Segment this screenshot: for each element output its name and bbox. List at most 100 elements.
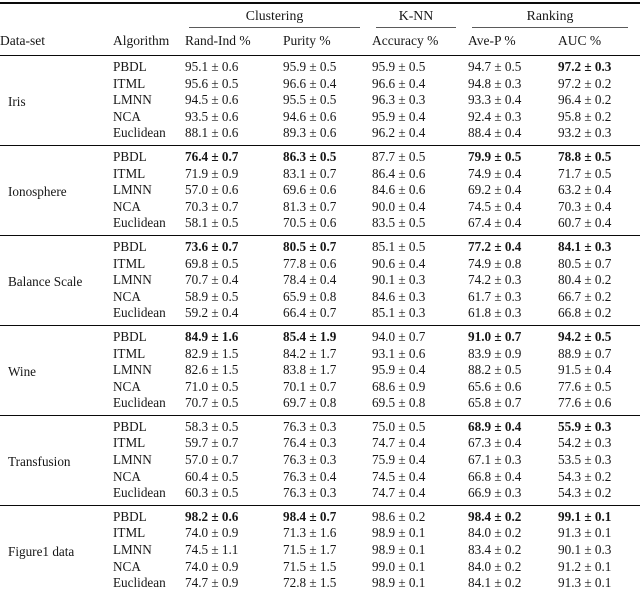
algorithm-cell: ITML (113, 255, 146, 271)
table-row: ITML 74.0 ± 0.9 71.3 ± 1.6 98.9 ± 0.1 84.0 ±… (0, 525, 640, 542)
value-cell: 84.1 ± 0.2 (468, 575, 522, 591)
value-cell: 83.1 ± 0.7 (283, 165, 337, 181)
value-cell: 76.3 ± 0.3 (283, 485, 337, 501)
value-cell: 74.9 ± 0.8 (468, 255, 522, 271)
column-header-accuracy: Accuracy % (372, 28, 468, 56)
value-cell: 83.8 ± 1.7 (283, 362, 337, 378)
value-cell: 74.7 ± 0.4 (372, 435, 426, 451)
value-cell: 58.1 ± 0.5 (185, 215, 239, 231)
value-cell: 82.9 ± 1.5 (185, 345, 239, 361)
algorithm-cell: PBDL (113, 414, 185, 436)
value-cell: 90.1 ± 0.3 (558, 542, 612, 558)
value-cell: 70.7 ± 0.5 (185, 395, 239, 411)
value-cell: 74.0 ± 0.9 (185, 525, 239, 541)
table-row: Euclidean 74.7 ± 0.9 72.8 ± 1.5 98.9 ± 0.1 8… (0, 575, 640, 594)
value-cell: 94.2 ± 0.5 (558, 324, 640, 346)
dataset-cell: Wine (0, 324, 113, 416)
table-row: LMNN 82.6 ± 1.5 83.8 ± 1.7 95.9 ± 0.4 88.2 ±… (0, 362, 640, 379)
table-row: LMNN 94.5 ± 0.6 95.5 ± 0.5 96.3 ± 0.3 93.3 ±… (0, 92, 640, 109)
group-header-ranking-cell: Ranking (468, 3, 640, 28)
value-cell: 86.3 ± 0.5 (283, 144, 372, 166)
value-cell: 84.9 ± 1.6 (185, 324, 283, 346)
table-row: LMNN 74.5 ± 1.1 71.5 ± 1.7 98.9 ± 0.1 83.4 ±… (0, 542, 640, 559)
value-cell: 74.5 ± 0.4 (468, 198, 522, 214)
value-cell: 55.9 ± 0.3 (558, 414, 640, 436)
algorithm-cell: LMNN (113, 92, 152, 108)
value-cell: 80.4 ± 0.2 (558, 272, 612, 288)
table-row: NCA 60.4 ± 0.5 76.3 ± 0.4 74.5 ± 0.4 66.8 ± … (0, 469, 640, 486)
value-cell: 59.7 ± 0.7 (185, 435, 239, 451)
value-cell: 76.3 ± 0.3 (283, 452, 337, 468)
value-cell: 59.2 ± 0.4 (185, 305, 239, 321)
value-cell: 91.3 ± 0.1 (558, 575, 612, 591)
value-cell: 74.0 ± 0.9 (185, 558, 239, 574)
algorithm-cell: NCA (113, 198, 141, 214)
value-cell: 75.9 ± 0.4 (372, 452, 426, 468)
value-cell: 84.2 ± 1.7 (283, 345, 337, 361)
algorithm-cell: NCA (113, 558, 141, 574)
algorithm-cell: Euclidean (113, 305, 166, 321)
value-cell: 81.3 ± 0.7 (283, 198, 337, 214)
value-cell: 58.9 ± 0.5 (185, 288, 239, 304)
value-cell: 87.7 ± 0.5 (372, 144, 468, 166)
algorithm-cell: PBDL (113, 504, 185, 526)
value-cell: 54.3 ± 0.2 (558, 468, 612, 484)
value-cell: 86.4 ± 0.6 (372, 165, 426, 181)
group-header-ranking: Ranking (472, 8, 629, 28)
table-row: LMNN 70.7 ± 0.4 78.4 ± 0.4 90.1 ± 0.3 74.2 ±… (0, 272, 640, 289)
table-row: Euclidean 59.2 ± 0.4 66.4 ± 0.7 85.1 ± 0.3 6… (0, 305, 640, 325)
value-cell: 93.5 ± 0.6 (185, 108, 239, 124)
value-cell: 98.9 ± 0.1 (372, 575, 426, 591)
table-row: Transfusion PBDL 58.3 ± 0.5 76.3 ± 0.3 75.0 … (0, 414, 640, 506)
value-cell: 71.5 ± 1.5 (283, 558, 337, 574)
value-cell: 77.2 ± 0.4 (468, 234, 558, 256)
value-cell: 71.0 ± 0.5 (185, 378, 239, 394)
value-cell: 80.5 ± 0.7 (558, 255, 612, 271)
value-cell: 54.2 ± 0.3 (558, 435, 612, 451)
value-cell: 83.9 ± 0.9 (468, 345, 522, 361)
value-cell: 88.4 ± 0.4 (468, 125, 522, 141)
table-header: Clustering K-NN Ranking Data-set Algorit… (0, 3, 640, 56)
algorithm-cell: ITML (113, 525, 146, 541)
algorithm-cell: LMNN (113, 362, 152, 378)
value-cell: 97.2 ± 0.2 (558, 75, 612, 91)
value-cell: 70.7 ± 0.4 (185, 272, 239, 288)
value-cell: 71.7 ± 0.5 (558, 165, 612, 181)
value-cell: 75.0 ± 0.5 (372, 414, 468, 436)
algorithm-cell: PBDL (113, 59, 147, 74)
value-cell: 74.9 ± 0.4 (468, 165, 522, 181)
table-row: NCA 74.0 ± 0.9 71.5 ± 1.5 99.0 ± 0.1 84.0 ± … (0, 559, 640, 576)
algorithm-cell: Euclidean (113, 485, 166, 501)
column-header-ave-p: Ave-P % (468, 28, 558, 56)
value-cell: 99.0 ± 0.1 (372, 558, 426, 574)
value-cell: 88.9 ± 0.7 (558, 345, 612, 361)
value-cell: 53.5 ± 0.3 (558, 452, 612, 468)
value-cell: 95.9 ± 0.5 (283, 59, 337, 74)
value-cell: 96.4 ± 0.2 (558, 92, 612, 108)
value-cell: 60.7 ± 0.4 (558, 215, 612, 231)
algorithm-cell: NCA (113, 288, 141, 304)
column-header-purity: Purity % (283, 28, 372, 56)
value-cell: 96.3 ± 0.3 (372, 92, 426, 108)
value-cell: 98.4 ± 0.2 (468, 504, 558, 526)
value-cell: 95.6 ± 0.5 (185, 75, 239, 91)
value-cell: 58.3 ± 0.5 (185, 414, 283, 436)
value-cell: 85.1 ± 0.3 (372, 305, 426, 321)
value-cell: 98.9 ± 0.1 (372, 542, 426, 558)
group-header-row: Clustering K-NN Ranking (0, 3, 640, 28)
value-cell: 74.7 ± 0.9 (185, 575, 239, 591)
value-cell: 67.4 ± 0.4 (468, 215, 522, 231)
value-cell: 90.1 ± 0.3 (372, 272, 426, 288)
value-cell: 91.0 ± 0.7 (468, 324, 558, 346)
value-cell: 95.8 ± 0.2 (558, 108, 612, 124)
algorithm-cell: PBDL (113, 144, 185, 166)
value-cell: 78.4 ± 0.4 (283, 272, 337, 288)
value-cell: 57.0 ± 0.6 (185, 182, 239, 198)
algorithm-cell: NCA (113, 468, 141, 484)
table-row: NCA 71.0 ± 0.5 70.1 ± 0.7 68.6 ± 0.9 65.6 ± … (0, 379, 640, 396)
value-cell: 88.1 ± 0.6 (185, 125, 239, 141)
value-cell: 96.6 ± 0.4 (283, 75, 337, 91)
value-cell: 98.9 ± 0.1 (372, 525, 426, 541)
table-row: Ionosphere PBDL 76.4 ± 0.7 86.3 ± 0.5 87.7 ±… (0, 144, 640, 236)
